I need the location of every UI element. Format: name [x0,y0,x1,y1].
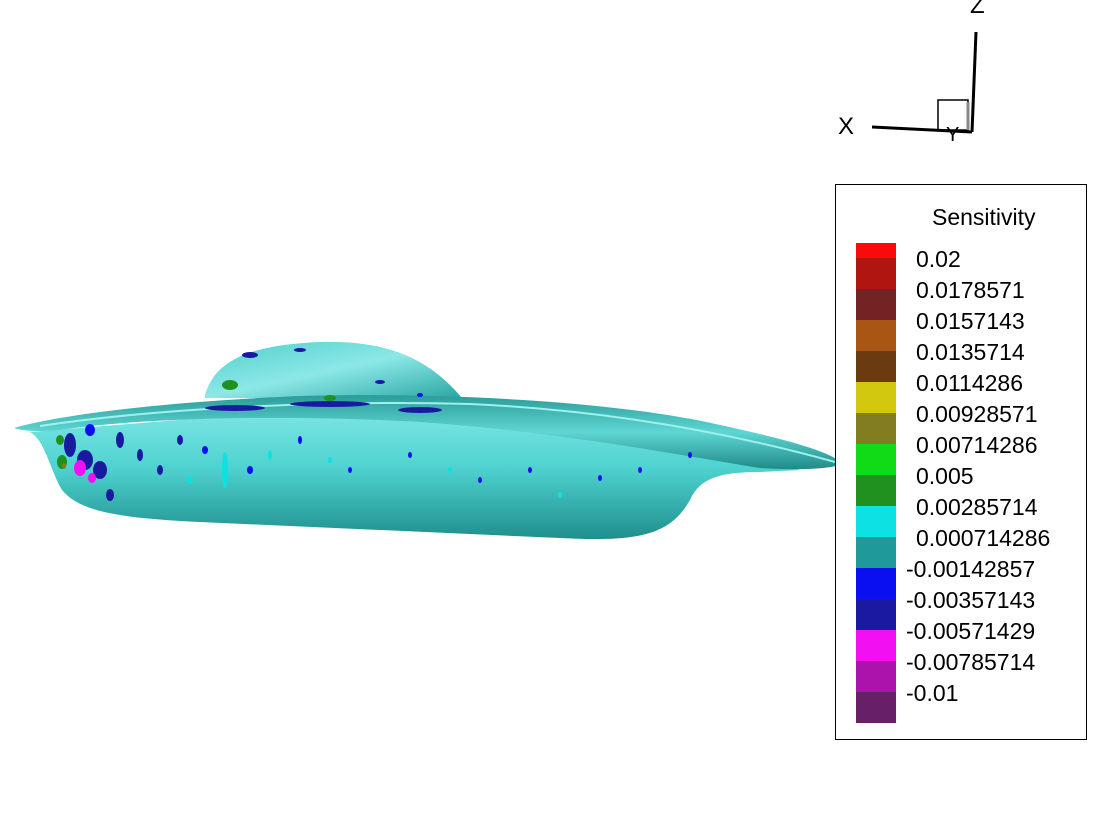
z-axis-label: Z [970,0,985,19]
legend-level-label: 0.00714286 [916,432,1038,458]
upper-deck [14,395,842,470]
legend-level-label: 0.00928571 [916,401,1038,427]
legend-level-label: 0.005 [916,463,974,489]
legend-swatch [856,258,896,289]
x-axis-label: X [838,113,855,140]
legend-level-label: -0.01 [906,680,959,706]
legend-swatch [856,506,896,537]
legend-level-label: 0.000714286 [916,525,1051,551]
legend-swatch [856,289,896,320]
legend-level-label: 0.02 [916,246,961,272]
legend-level-label: -0.00571429 [906,618,1036,644]
legend-swatch [856,444,896,475]
legend-swatch [856,351,896,382]
legend-swatch [856,599,896,630]
legend-level-label: 0.0157143 [916,308,1025,334]
legend-swatch [856,568,896,599]
legend-swatch [856,475,896,506]
legend-level-label: 0.0178571 [916,277,1025,303]
canopy [205,341,462,398]
legend-swatch [856,320,896,351]
legend-level-label: 0.00285714 [916,494,1038,520]
legend: Sensitivity 0.02 0.0178571 0.0157143 0.0135… [835,184,1087,740]
legend-title: Sensitivity [932,204,1036,230]
deck-highlight [39,402,836,463]
legend-swatch [856,692,896,723]
legend-swatch-top [856,243,896,258]
legend-swatch [856,382,896,413]
y-axis-label: Y [946,124,960,146]
legend-level-label: -0.00785714 [906,649,1036,675]
legend-level-label: -0.00357143 [906,587,1036,613]
legend-swatch [856,537,896,568]
axis-triad [871,31,978,134]
legend-level-label: 0.0135714 [916,339,1025,365]
legend-swatch [856,413,896,444]
legend-swatch [856,661,896,692]
sensitivity-contours [64,348,442,501]
legend-level-label: 0.0114286 [916,370,1024,396]
legend-level-label: -0.00142857 [906,556,1036,582]
legend-swatch [856,630,896,661]
